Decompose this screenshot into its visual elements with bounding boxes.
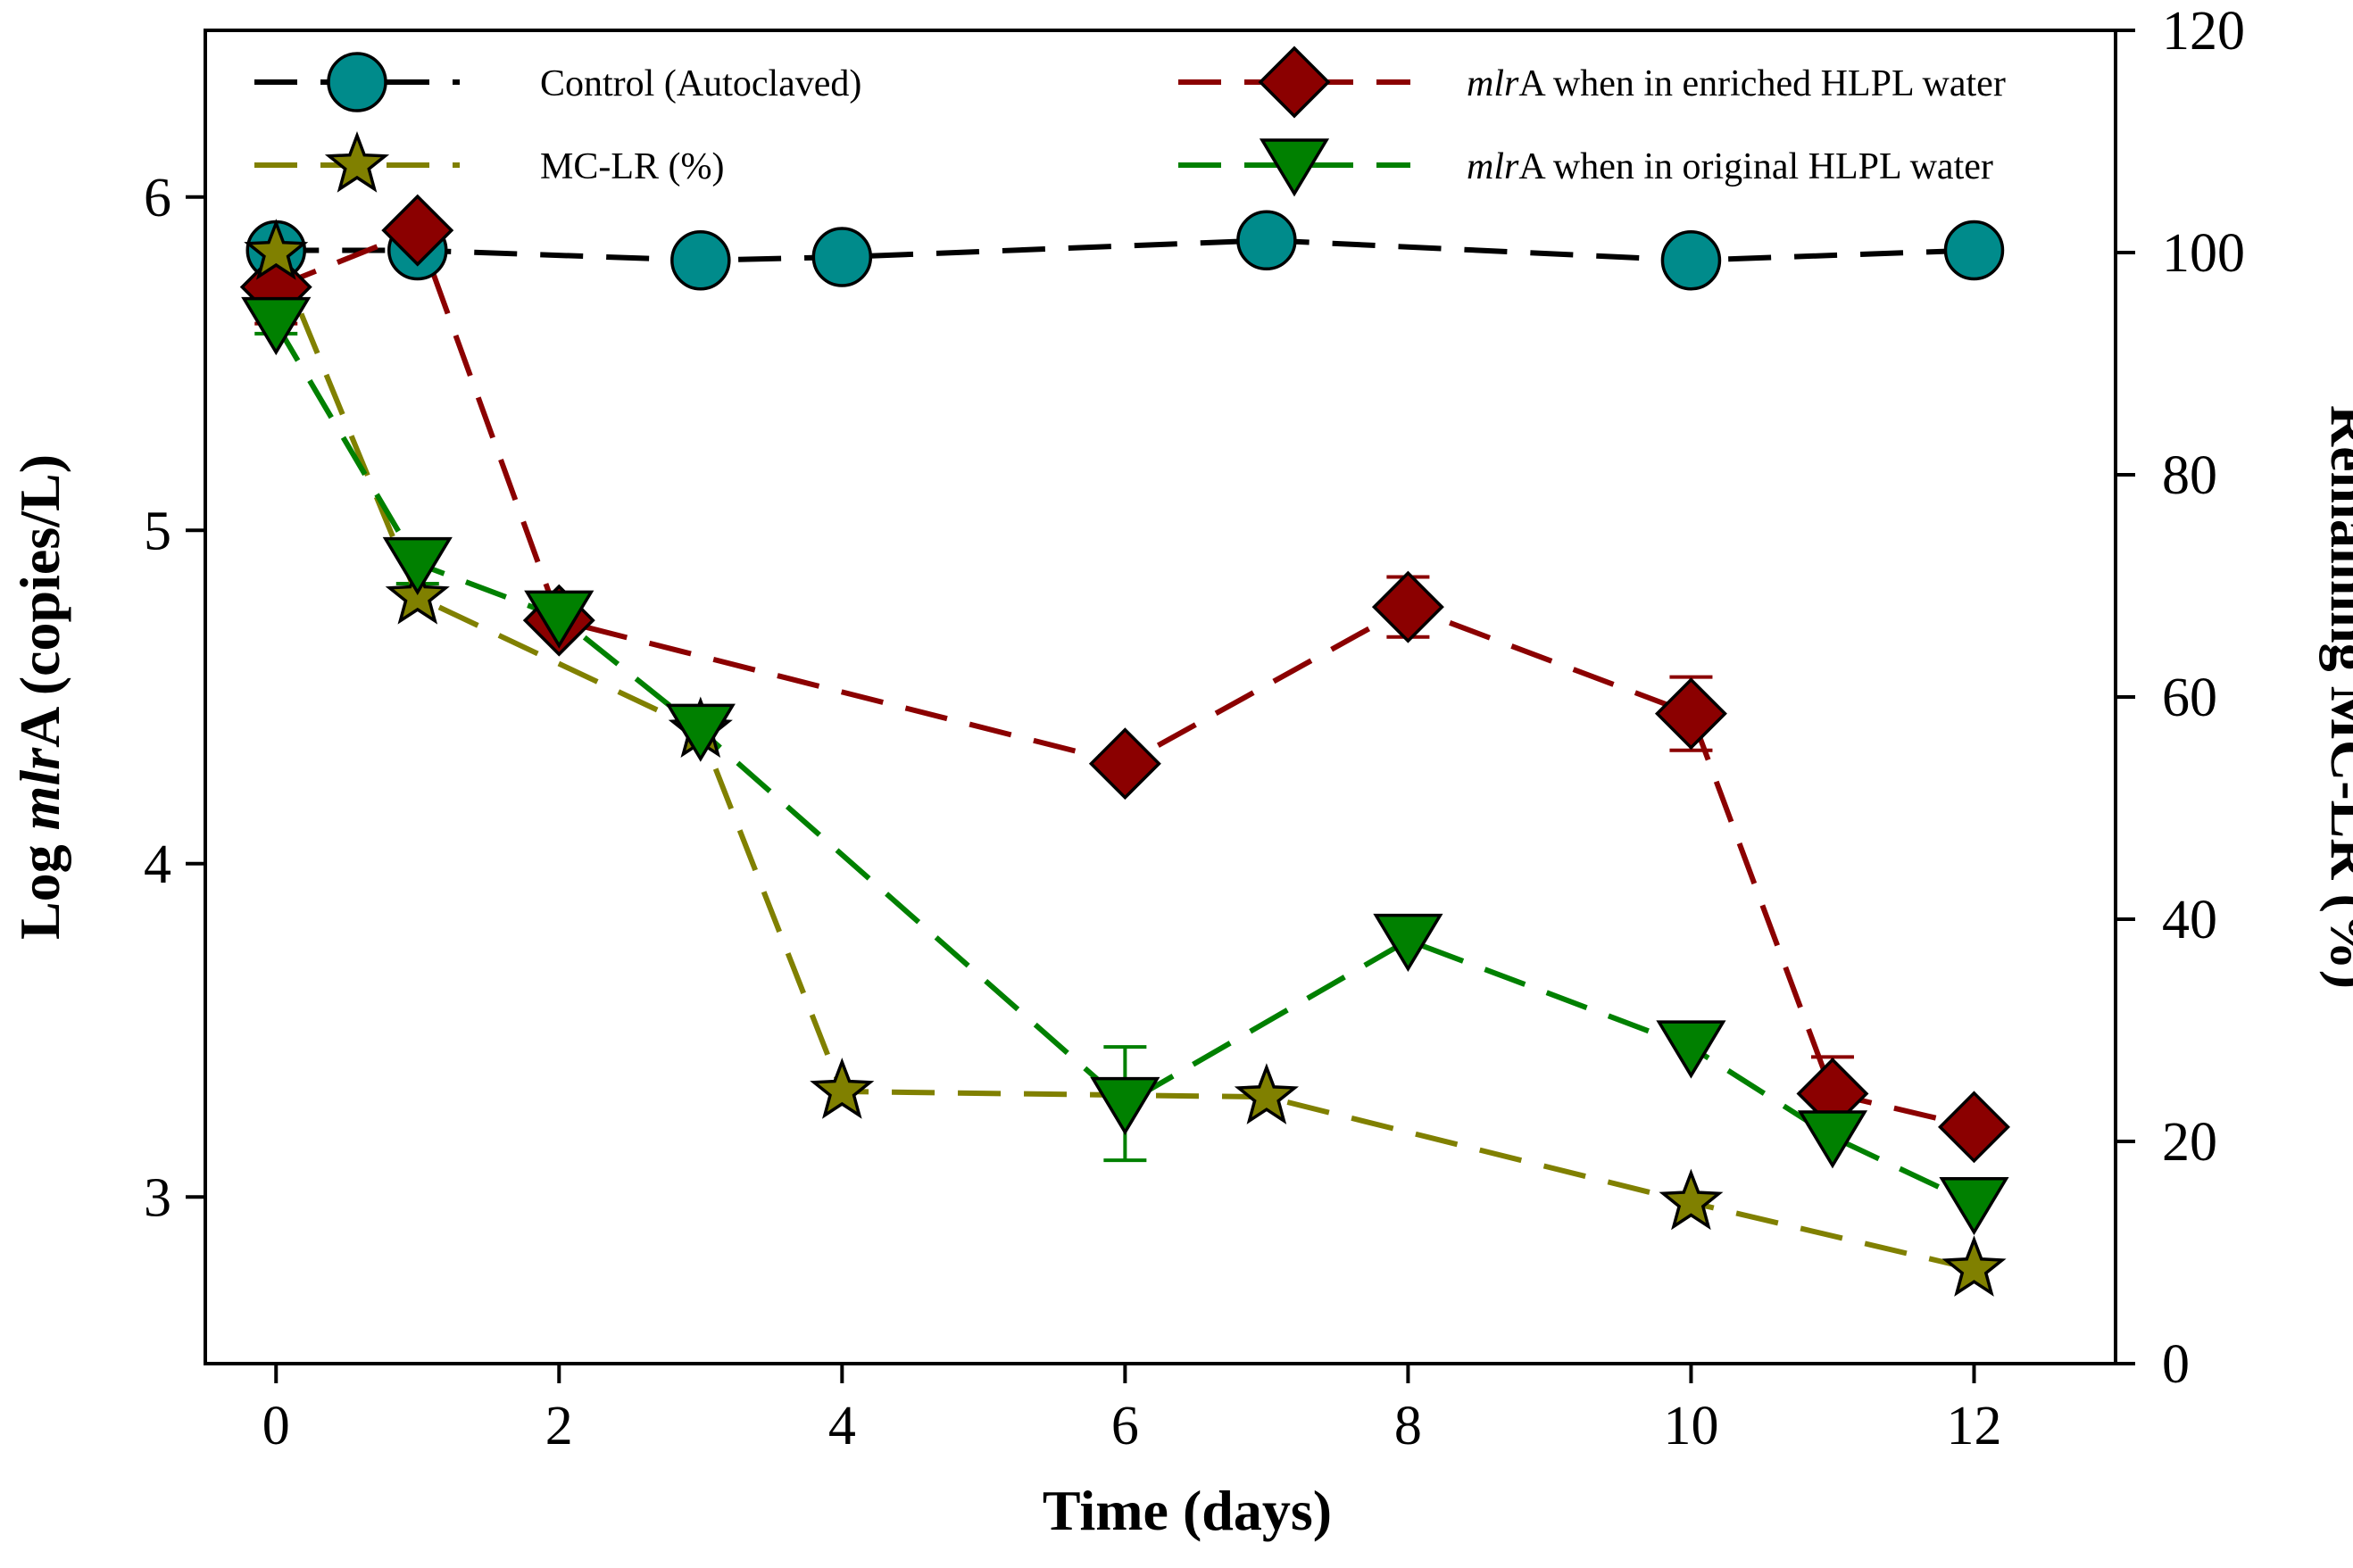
data-point <box>1939 1176 2009 1236</box>
data-point <box>1660 229 1722 291</box>
right-y-tick-label: 60 <box>2162 668 2217 728</box>
data-point <box>1656 1020 1726 1079</box>
right-y-tick-label: 20 <box>2162 1112 2217 1173</box>
data-point <box>1236 210 1297 271</box>
data-point <box>670 229 731 291</box>
right-y-axis: 0 20 40 60 80 100 120 <box>2116 1 2245 1395</box>
right-y-tick-label: 120 <box>2162 1 2245 62</box>
legend-label: Control (Autoclaved) <box>540 63 861 104</box>
left-y-tick-label: 6 <box>144 168 171 228</box>
data-point <box>1371 570 1444 643</box>
legend-marker <box>327 52 387 112</box>
left-y-axis: 3 4 5 6 <box>144 168 205 1228</box>
right-y-tick-label: 40 <box>2162 890 2217 950</box>
data-point <box>241 296 312 356</box>
series-line <box>275 227 1975 1130</box>
data-point <box>1941 1235 2007 1297</box>
legend-label: MC-LR (%) <box>540 146 724 187</box>
data-point <box>244 219 309 280</box>
legend-marker <box>1258 46 1331 119</box>
data-point <box>524 590 594 649</box>
left-y-tick-label: 4 <box>144 834 171 895</box>
data-point <box>1088 727 1161 801</box>
data-point <box>1654 677 1727 751</box>
data-point <box>382 536 453 596</box>
data-point <box>1090 1076 1160 1136</box>
right-y-tick-label: 0 <box>2162 1334 2190 1395</box>
right-y-axis-label: Remaining MC-LR (%) <box>2319 405 2353 989</box>
legend-marker <box>324 131 390 193</box>
left-y-axis-label: Log mlrA (copies/L) <box>8 454 71 940</box>
plot-frame <box>204 29 2117 1365</box>
data-point <box>811 227 873 287</box>
x-axis: 0 2 4 6 8 10 12 <box>262 1364 2001 1456</box>
series-markers <box>239 194 2010 1297</box>
right-y-tick-label: 80 <box>2162 445 2217 506</box>
x-tick-label: 4 <box>828 1396 856 1456</box>
error-bars <box>254 248 1854 1163</box>
right-y-tick-label: 100 <box>2162 223 2245 284</box>
x-tick-label: 10 <box>1663 1396 1718 1456</box>
data-point <box>665 703 736 762</box>
series-line <box>273 322 1975 1207</box>
data-point <box>1373 913 1443 973</box>
x-tick-label: 0 <box>262 1396 290 1456</box>
x-tick-label: 12 <box>1946 1396 2001 1456</box>
data-point <box>1659 1168 1724 1231</box>
legend-label: mlrA when in original HLPL water <box>1467 146 1993 187</box>
data-point <box>1938 1091 2010 1164</box>
x-tick-label: 8 <box>1394 1396 1422 1456</box>
legend: Control (Autoclaved) mlrA when in enriche… <box>254 46 2006 197</box>
data-point <box>1234 1063 1300 1124</box>
data-point <box>1943 220 2005 281</box>
x-tick-label: 6 <box>1111 1396 1139 1456</box>
left-y-tick-label: 5 <box>144 501 171 561</box>
data-point <box>810 1058 875 1119</box>
x-tick-label: 2 <box>545 1396 573 1456</box>
data-point <box>381 194 454 267</box>
legend-label: mlrA when in enriched HLPL water <box>1467 63 2006 104</box>
x-axis-label: Time (days) <box>1043 1479 1332 1542</box>
left-y-tick-label: 3 <box>144 1167 171 1228</box>
data-point <box>1797 1110 1868 1169</box>
legend-marker <box>1259 138 1330 197</box>
